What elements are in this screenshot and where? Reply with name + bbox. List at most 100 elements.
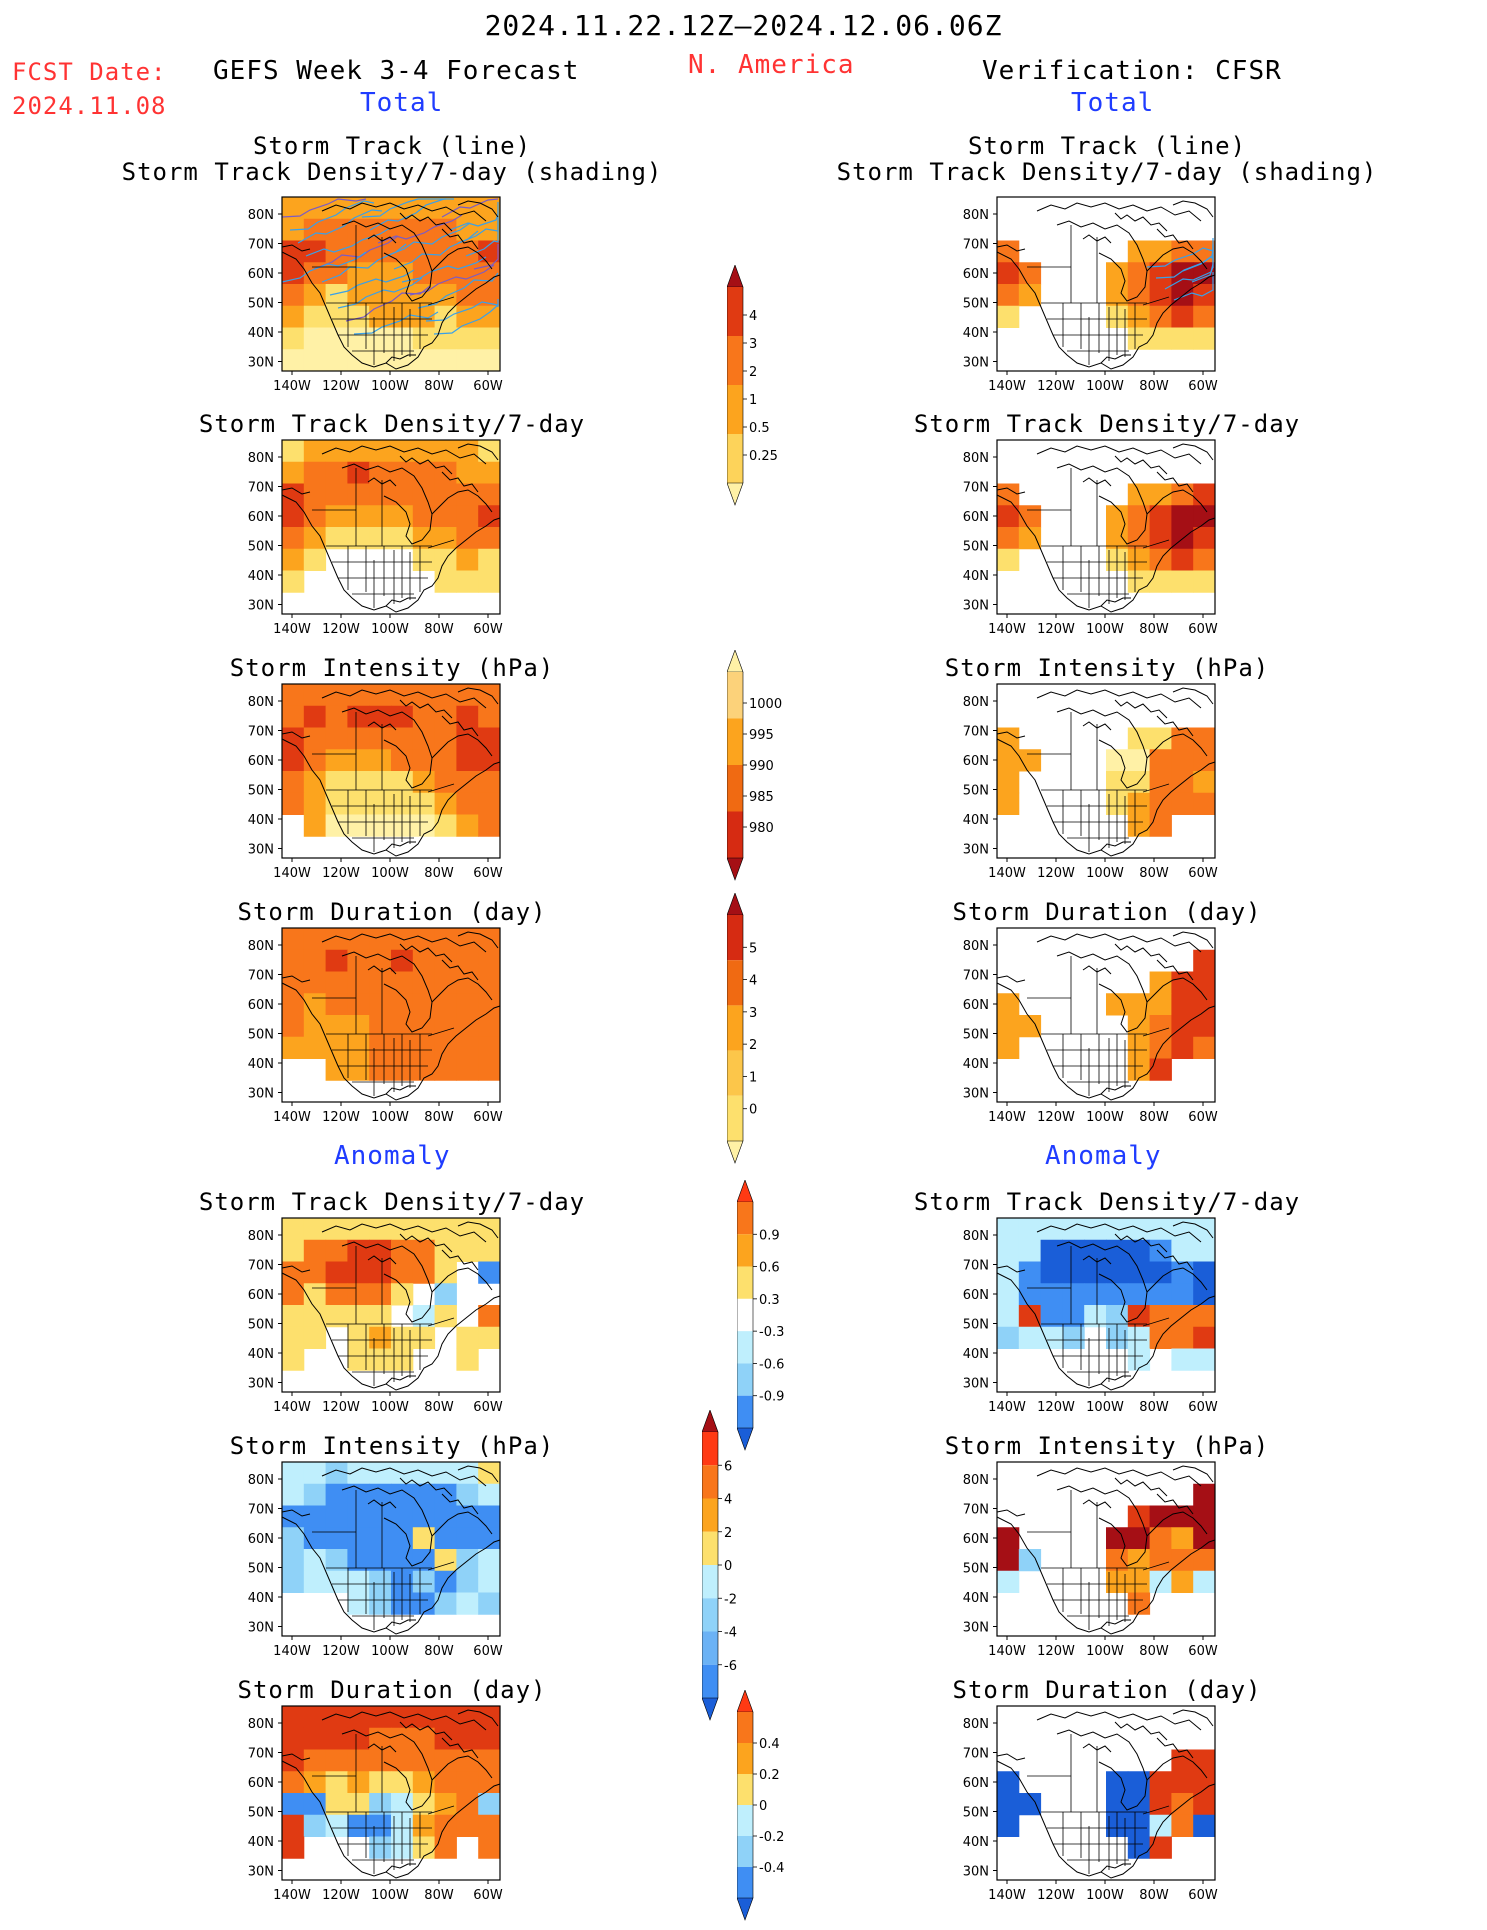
lat-tick-label: 30N [963, 599, 989, 614]
lon-tick-label: 100W [1086, 622, 1124, 637]
lon-tick-label: 120W [1037, 1644, 1075, 1659]
map-panel: 80N 70N 60N 50N 40N 30N 140W 120W 100W 80W 60W [963, 927, 1218, 1125]
lon-tick-label: 60W [1188, 1110, 1218, 1125]
colorbar-tick-label: -6 [724, 1659, 737, 1674]
map-panel: 80N 70N 60N 50N 40N 30N 140W 120W 100W 80W 60W [963, 439, 1218, 637]
lon-tick-label: 140W [988, 866, 1026, 881]
lon-tick-label: 100W [371, 866, 409, 881]
lat-tick-label: 40N [963, 569, 989, 584]
lat-tick-label: 50N [248, 784, 274, 799]
colorbar-tick-label: 990 [749, 759, 774, 774]
lat-tick-label: 50N [963, 1562, 989, 1577]
lat-tick-label: 60N [248, 1776, 274, 1791]
colorbar-tick-label: 3 [749, 1006, 757, 1021]
left-column-title: GEFS Week 3-4 Forecast [213, 56, 580, 86]
lon-tick-label: 140W [273, 1644, 311, 1659]
map-panel: 80N 70N 60N 50N 40N 30N 140W 120W 100W 80W 60W [248, 439, 503, 637]
lat-tick-label: 60N [963, 510, 989, 525]
lon-tick-label: 140W [988, 1110, 1026, 1125]
colorbar-tick-label: 0.5 [749, 421, 770, 436]
lon-tick-label: 80W [424, 379, 454, 394]
map-panel: 80N 70N 60N 50N 40N 30N 140W 120W 100W 80W 60W [248, 196, 503, 394]
lat-tick-label: 70N [963, 238, 989, 253]
lon-tick-label: 100W [1086, 1644, 1124, 1659]
lat-tick-label: 70N [963, 1747, 989, 1762]
lon-tick-label: 60W [1188, 1888, 1218, 1903]
lon-tick-label: 140W [988, 622, 1026, 637]
lat-tick-label: 40N [248, 1835, 274, 1850]
lat-tick-label: 60N [248, 267, 274, 282]
lat-tick-label: 80N [248, 695, 274, 710]
panel-title: Storm Track Density/7-day [913, 1188, 1301, 1216]
colorbar-intensity-anom: 6 4 2 0 -2 -4 -6 [702, 1410, 737, 1721]
panel-title: Storm Track Density/7-day [198, 410, 586, 438]
colorbar-tick-label: 0.3 [759, 1293, 780, 1308]
right-total-label: Total [1071, 88, 1155, 118]
lat-tick-label: 80N [248, 1717, 274, 1732]
lat-tick-label: 60N [963, 998, 989, 1013]
lat-tick-label: 70N [248, 1747, 274, 1762]
lat-tick-label: 30N [248, 1087, 274, 1102]
lat-tick-label: 70N [963, 969, 989, 984]
lat-tick-label: 50N [248, 540, 274, 555]
lon-tick-label: 60W [473, 622, 503, 637]
lat-tick-label: 60N [963, 1776, 989, 1791]
colorbar-tick-label: -0.6 [759, 1357, 784, 1372]
lon-tick-label: 140W [273, 1888, 311, 1903]
lon-tick-label: 60W [473, 1888, 503, 1903]
lat-tick-label: 40N [248, 813, 274, 828]
lat-tick-label: 30N [963, 1621, 989, 1636]
lon-tick-label: 80W [424, 1644, 454, 1659]
lat-tick-label: 50N [963, 784, 989, 799]
colorbar-tick-label: -0.2 [759, 1830, 784, 1845]
lat-tick-label: 80N [963, 1717, 989, 1732]
lon-tick-label: 80W [424, 1400, 454, 1415]
fcst-date-label: FCST Date: [12, 58, 167, 86]
colorbar-tick-label: 0 [724, 1559, 732, 1574]
lon-tick-label: 80W [1139, 622, 1169, 637]
colorbar-tick-label: 5 [749, 941, 757, 956]
map-panel: 80N 70N 60N 50N 40N 30N 140W 120W 100W 80W 60W [963, 196, 1218, 394]
colorbar-tick-label: -2 [724, 1592, 737, 1607]
lat-tick-label: 60N [248, 1288, 274, 1303]
lat-tick-label: 70N [248, 1503, 274, 1518]
map-panel: 80N 70N 60N 50N 40N 30N 140W 120W 100W 80W 60W [963, 1705, 1218, 1903]
colorbar-intensity-total: 1000 995 990 985 980 [727, 650, 782, 881]
lat-tick-label: 80N [963, 451, 989, 466]
map-panel: 80N 70N 60N 50N 40N 30N 140W 120W 100W 80W 60W [248, 1705, 503, 1903]
lat-tick-label: 40N [248, 326, 274, 341]
lat-tick-label: 80N [963, 208, 989, 223]
lat-tick-label: 30N [248, 1621, 274, 1636]
lat-tick-label: 70N [963, 1259, 989, 1274]
lat-tick-label: 40N [963, 1835, 989, 1850]
lat-tick-label: 60N [248, 1532, 274, 1547]
lon-tick-label: 120W [322, 622, 360, 637]
lat-tick-label: 40N [963, 1591, 989, 1606]
lat-tick-label: 50N [248, 1028, 274, 1043]
lon-tick-label: 60W [473, 1400, 503, 1415]
lat-tick-label: 70N [248, 481, 274, 496]
map-panel: 80N 70N 60N 50N 40N 30N 140W 120W 100W 80W 60W [963, 683, 1218, 881]
panel-title: Storm Duration (day) [237, 898, 547, 926]
colorbar-tick-label: 0.2 [759, 1768, 780, 1783]
colorbar-tick-label: -0.4 [759, 1861, 784, 1876]
panel-subtitle: Storm Track Density/7-day (shading) [836, 158, 1378, 186]
colorbar-tick-label: -0.3 [759, 1325, 784, 1340]
colorbar-duration-anom: 0.4 0.2 0 -0.2 -0.4 [737, 1690, 784, 1921]
lon-tick-label: 80W [424, 622, 454, 637]
lon-tick-label: 140W [988, 1400, 1026, 1415]
map-panel: 80N 70N 60N 50N 40N 30N 140W 120W 100W 80W 60W [963, 1461, 1218, 1659]
colorbar-tick-label: 0 [759, 1799, 767, 1814]
panel-title: Storm Duration (day) [952, 1676, 1262, 1704]
lat-tick-label: 70N [248, 1259, 274, 1274]
lon-tick-label: 120W [1037, 379, 1075, 394]
colorbar-tick-label: 6 [724, 1459, 732, 1474]
lat-tick-label: 70N [963, 1503, 989, 1518]
lat-tick-label: 30N [248, 1377, 274, 1392]
lat-tick-label: 60N [963, 1532, 989, 1547]
lat-tick-label: 40N [963, 813, 989, 828]
lon-tick-label: 80W [1139, 1400, 1169, 1415]
lon-tick-label: 140W [988, 1888, 1026, 1903]
colorbar-tick-label: -0.9 [759, 1390, 784, 1405]
panel-title: Storm Intensity (hPa) [944, 654, 1270, 682]
